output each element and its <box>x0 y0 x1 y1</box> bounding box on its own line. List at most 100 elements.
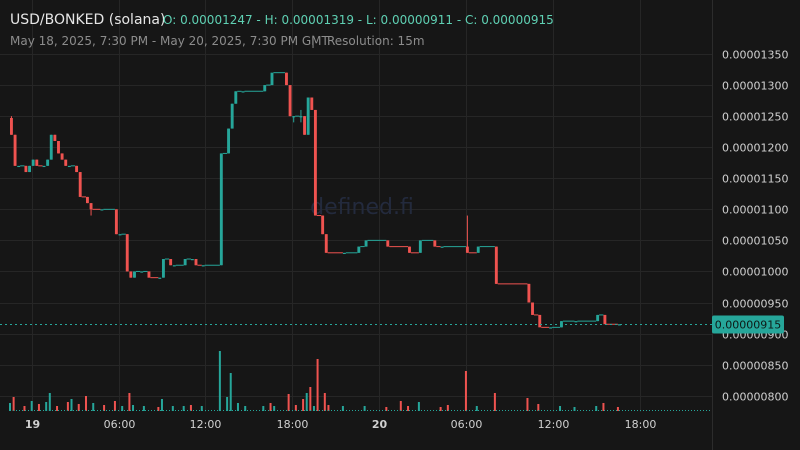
volume-bar <box>446 405 449 411</box>
candle-body <box>364 240 368 247</box>
candle-body <box>299 116 303 118</box>
candle-body <box>531 302 534 315</box>
candle-body <box>465 246 469 253</box>
candle-body <box>219 153 223 266</box>
volume-bar <box>45 402 48 411</box>
candle-body <box>574 321 578 323</box>
candle-body <box>100 209 104 211</box>
candle-body <box>64 159 68 166</box>
candle-body <box>13 134 17 166</box>
candle-body <box>538 314 542 328</box>
candle-body <box>303 116 306 135</box>
watermark: defined.fi <box>310 195 414 220</box>
volume-bar <box>294 405 297 411</box>
candle-body <box>342 252 346 255</box>
candle-body <box>194 259 198 266</box>
candle-body <box>288 85 292 117</box>
price-tick-label: 0.00001350 <box>722 49 788 62</box>
volume-bar <box>132 405 135 411</box>
volume-bar <box>559 406 562 411</box>
price-tick-label: 0.00001250 <box>722 111 788 124</box>
volume-bar <box>269 403 272 411</box>
candle-body <box>49 134 53 160</box>
volume-bar <box>323 393 326 411</box>
price-tick-label: 0.00000800 <box>722 391 788 404</box>
candle-body <box>270 72 274 86</box>
candle-body <box>89 203 93 210</box>
volume-bar <box>537 404 540 411</box>
candle-body <box>85 196 89 204</box>
volume-bar <box>218 351 221 411</box>
price-tick-label: 0.00001150 <box>722 173 788 186</box>
volume-bar <box>602 403 605 411</box>
time-tick-label: 18:00 <box>277 418 309 431</box>
candle-body <box>147 271 151 278</box>
candle-body <box>133 271 136 278</box>
volume-bar <box>273 406 276 411</box>
candle-body <box>476 246 480 253</box>
candle-body <box>306 97 310 135</box>
volume-bar <box>142 406 145 411</box>
last-price-marker: 0.00000915 <box>712 315 784 334</box>
time-axis[interactable]: 19 06:00 12:00 18:00 20 06:00 12:00 18:00 <box>25 418 657 431</box>
candle-body <box>310 97 314 110</box>
candle-body <box>440 246 444 248</box>
candle-body <box>433 240 437 247</box>
candle-body <box>172 265 176 267</box>
candle-body <box>28 165 31 173</box>
candle-body <box>161 259 165 278</box>
volume-bar <box>312 406 315 411</box>
time-tick-label: 18:00 <box>625 418 657 431</box>
volume-bar <box>37 404 40 411</box>
volume-bar <box>595 406 598 411</box>
last-price-box <box>712 315 784 334</box>
price-tick-label: 0.00001000 <box>722 266 788 279</box>
volume-bar <box>56 406 59 411</box>
volume-bar <box>103 405 106 411</box>
candle-body <box>158 277 162 279</box>
candle-body <box>125 234 129 272</box>
price-tick-label: 0.00001200 <box>722 142 788 155</box>
volume-bar <box>157 407 160 411</box>
candle-body <box>169 259 173 266</box>
candle-body <box>418 240 422 253</box>
candle-body <box>35 159 39 166</box>
volume-bar <box>77 404 80 411</box>
volume-bar <box>70 399 73 411</box>
volume-bar <box>92 403 95 411</box>
price-tick-label: 0.00000950 <box>722 298 788 311</box>
candle-body <box>31 159 35 166</box>
volume-bar <box>189 405 192 411</box>
candle-body <box>324 234 328 253</box>
volume-bar <box>84 396 87 411</box>
candle-body <box>357 246 361 253</box>
candle-body <box>60 153 64 160</box>
volume-bar <box>66 402 69 411</box>
candle-body <box>17 165 21 168</box>
candle-body <box>596 314 600 322</box>
volume-bar <box>399 401 402 411</box>
header-separator: | <box>311 34 315 48</box>
candle-body <box>230 103 234 129</box>
candle-body <box>494 246 498 284</box>
volume-bar <box>526 398 529 411</box>
volume-bar <box>464 371 467 411</box>
last-price-label: 0.00000915 <box>715 319 781 332</box>
volume-bar <box>30 401 33 411</box>
pair-title: USD/BONKED (solana) <box>10 12 165 28</box>
candle-body <box>140 271 144 273</box>
volume-bar <box>309 387 312 411</box>
volume-bar <box>327 405 330 411</box>
volume-bar <box>48 393 51 411</box>
candle-body <box>313 109 317 216</box>
candle-body <box>183 259 187 266</box>
candle-body <box>78 172 82 197</box>
candle-body <box>57 140 60 154</box>
volume-bar <box>616 407 619 411</box>
time-tick-label: 12:00 <box>538 418 570 431</box>
volume-bar <box>493 393 496 411</box>
candle-body <box>227 128 231 154</box>
volume-bar <box>305 393 308 411</box>
volume-bar <box>113 401 116 411</box>
